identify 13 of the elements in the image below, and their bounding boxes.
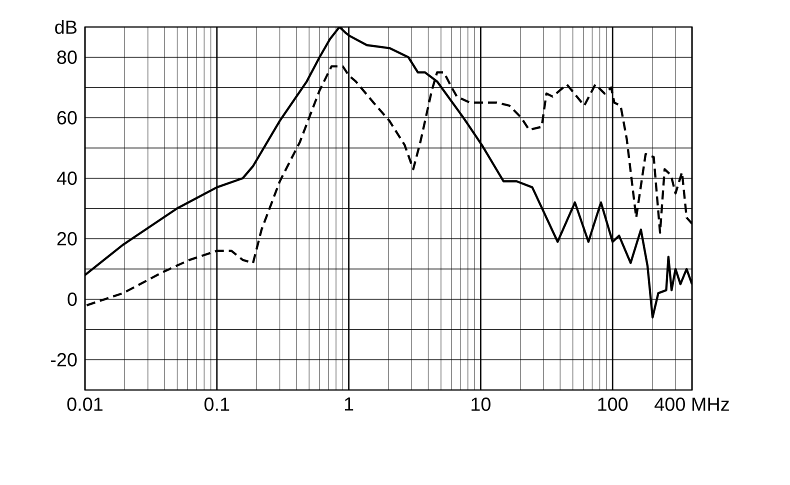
y-tick-label: -20 — [50, 353, 77, 366]
x-tick-label: 400 MHz — [654, 398, 729, 411]
y-tick-label: 20 — [57, 232, 77, 246]
x-tick-label: 0.01 — [67, 398, 102, 411]
y-tick-label: 80 — [57, 50, 77, 64]
x-tick-label: 10 — [472, 398, 490, 411]
y-tick-label: 40 — [56, 172, 77, 185]
y-tick-label: 60 — [57, 111, 77, 124]
x-tick-label: 100 — [598, 398, 628, 411]
y-tick-label: dB — [55, 20, 76, 34]
x-tick-label: 0.1 — [204, 398, 230, 411]
y-tick-label: 0 — [68, 292, 77, 306]
x-tick-label: 1 — [344, 398, 354, 411]
